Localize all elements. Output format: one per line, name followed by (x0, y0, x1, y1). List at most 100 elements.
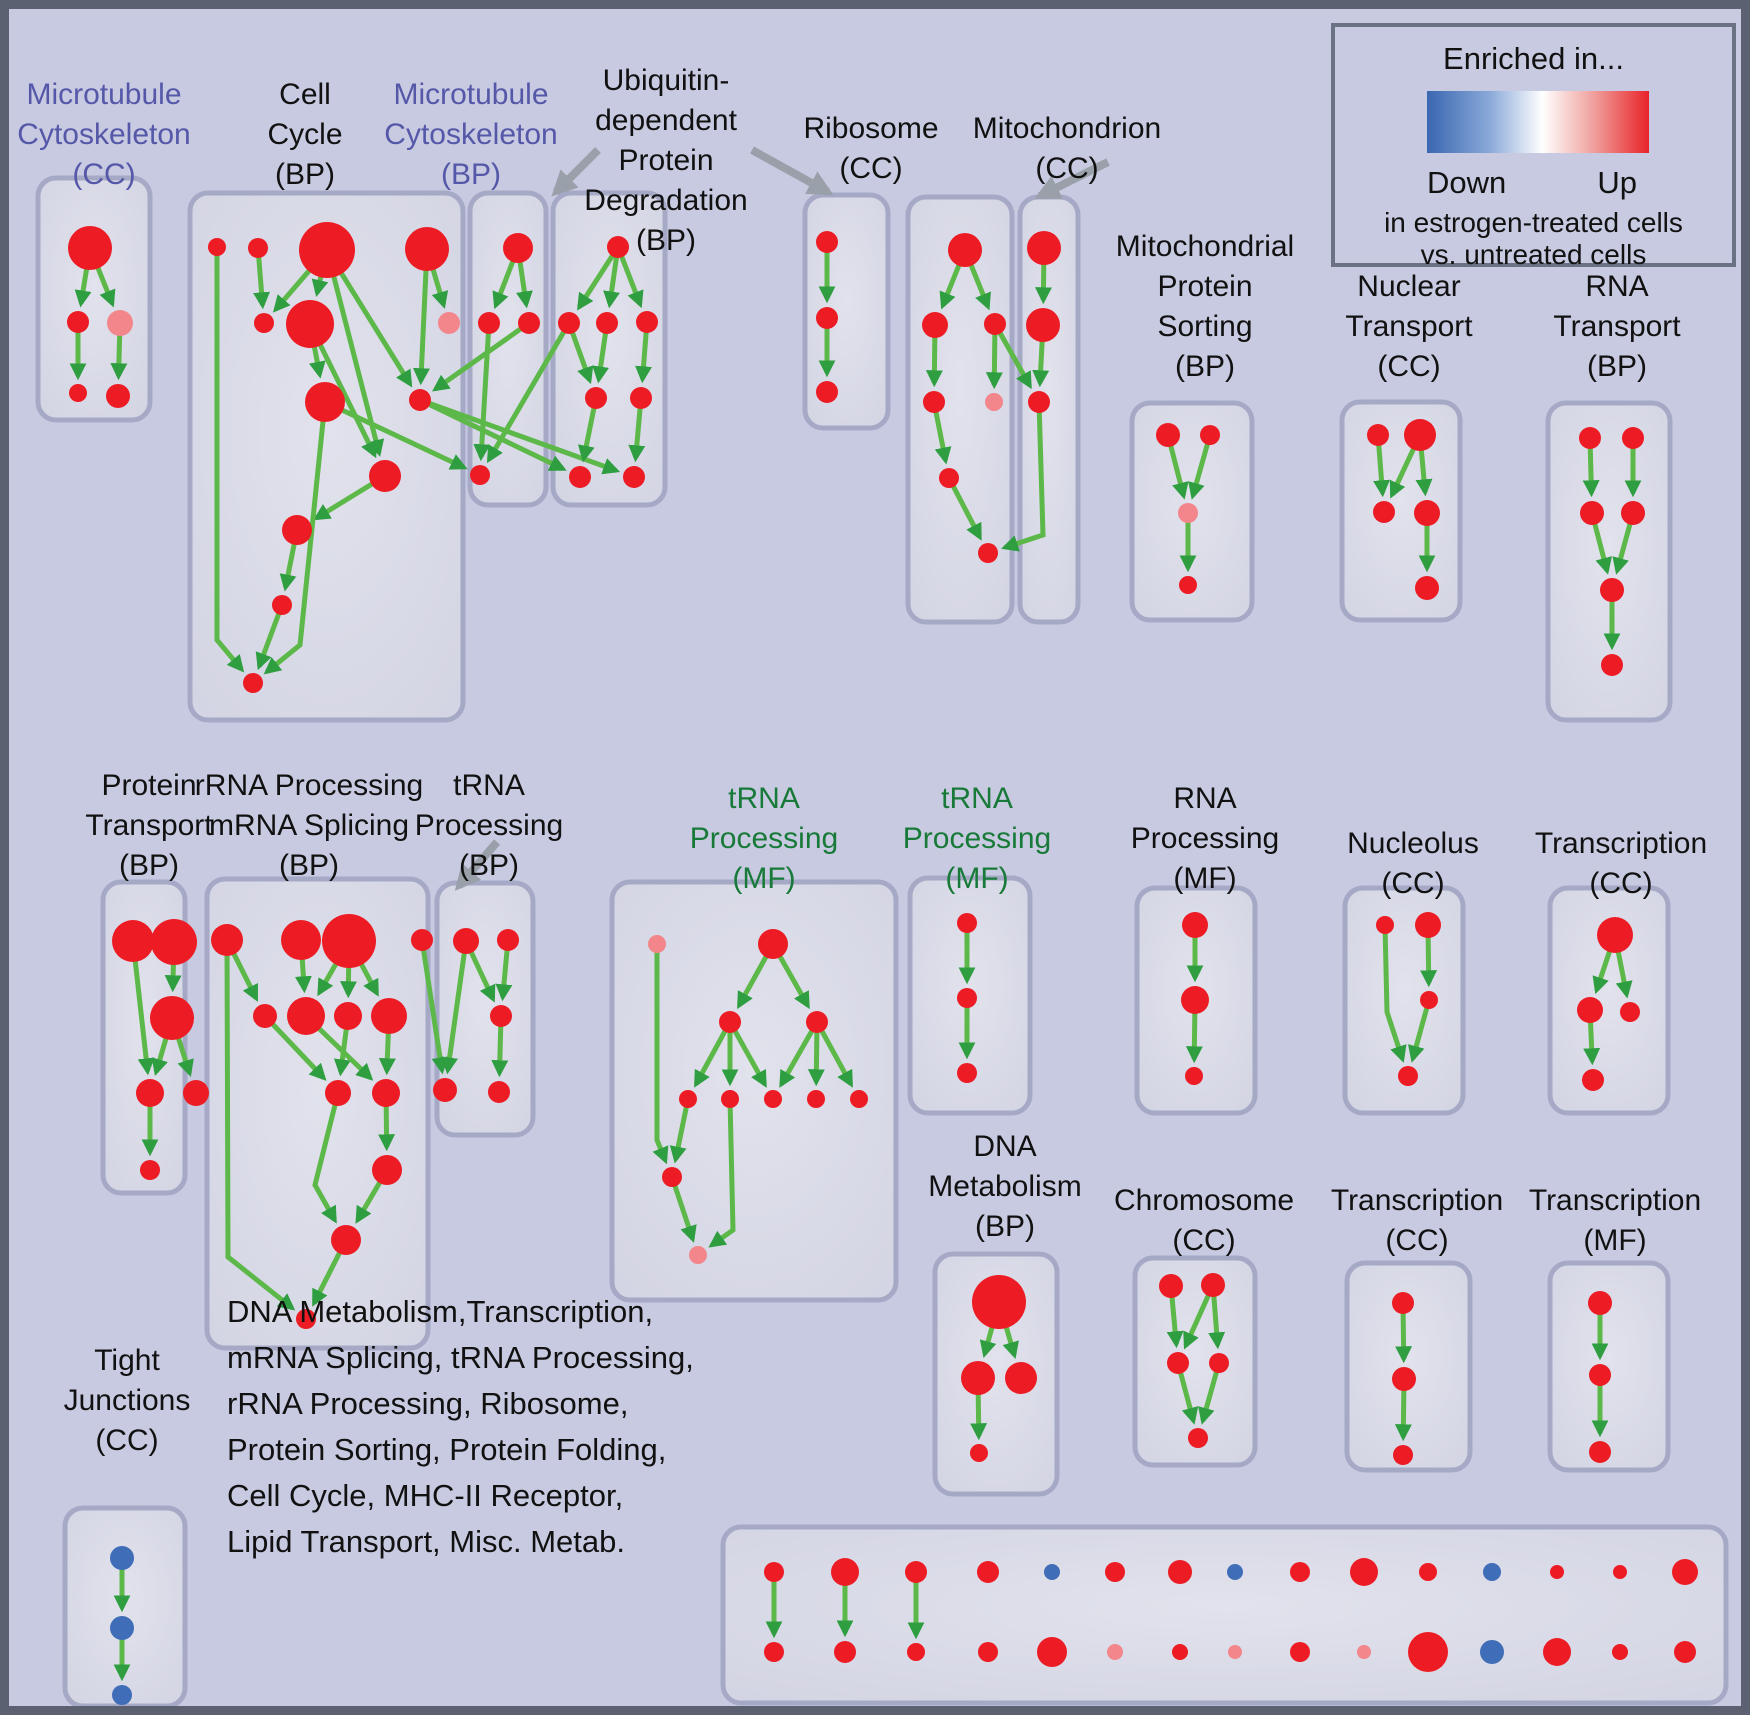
gene-node-tm_l[interactable] (719, 1011, 741, 1033)
gene-node-ua_g1[interactable] (569, 466, 591, 488)
gene-node-nt_d[interactable] (1414, 500, 1440, 526)
gene-node-tb_d[interactable] (488, 1081, 510, 1103)
gene-node-ch_e[interactable] (1188, 1428, 1208, 1448)
gene-node-tb_c[interactable] (433, 1078, 457, 1102)
gene-node-tc2_b[interactable] (1577, 997, 1603, 1023)
gene-node-tb_b[interactable] (497, 929, 519, 951)
gene-node-bb11b[interactable] (1408, 1632, 1448, 1672)
gene-node-nu_a[interactable] (1376, 916, 1394, 934)
gene-node-tc2_a[interactable] (1597, 917, 1633, 953)
gene-node-tm_big[interactable] (758, 929, 788, 959)
gene-node-pt_d[interactable] (136, 1079, 164, 1107)
gene-node-bb8t[interactable] (1227, 1564, 1243, 1580)
gene-node-tm_p2[interactable] (689, 1246, 707, 1264)
gene-node-rib_b2[interactable] (978, 543, 998, 563)
gene-node-tm_s3[interactable] (764, 1090, 782, 1108)
gene-node-tc3_c[interactable] (1393, 1445, 1413, 1465)
gene-node-rp_a[interactable] (1182, 912, 1208, 938)
gene-node-ua_g2[interactable] (623, 466, 645, 488)
gene-node-dm_c[interactable] (1005, 1362, 1037, 1394)
gene-node-rp_b[interactable] (1181, 986, 1209, 1014)
gene-node-bb5t[interactable] (1044, 1564, 1060, 1580)
gene-node-rib_r[interactable] (984, 313, 1006, 335)
gene-node-mtcc_c[interactable] (107, 310, 133, 336)
gene-node-bb1t[interactable] (764, 1562, 784, 1582)
gene-node-ts_a[interactable] (957, 913, 977, 933)
gene-node-cc_n1[interactable] (208, 238, 226, 256)
gene-node-rt_c[interactable] (1580, 501, 1604, 525)
gene-node-ua_t[interactable] (607, 236, 629, 258)
gene-node-rib_ll[interactable] (923, 391, 945, 413)
gene-node-tc2_d[interactable] (1582, 1069, 1604, 1091)
gene-node-mtcc_b[interactable] (67, 311, 89, 333)
gene-node-rr_m1[interactable] (253, 1004, 277, 1028)
gene-node-ms_b[interactable] (1200, 425, 1220, 445)
gene-node-rr_t4[interactable] (411, 929, 433, 951)
gene-node-bb3t[interactable] (905, 1561, 927, 1583)
gene-node-bb7t[interactable] (1168, 1560, 1192, 1584)
gene-node-rr_h[interactable] (296, 1309, 316, 1329)
gene-node-ch_d[interactable] (1209, 1353, 1229, 1373)
gene-node-ch_c[interactable] (1167, 1352, 1189, 1374)
gene-node-ms_a[interactable] (1156, 423, 1180, 447)
gene-node-nu_d[interactable] (1398, 1066, 1418, 1086)
gene-node-ua_k1[interactable] (585, 387, 607, 409)
gene-node-cc_n9[interactable] (409, 389, 431, 411)
gene-node-bb3b[interactable] (907, 1643, 925, 1661)
gene-node-ch_a[interactable] (1159, 1274, 1183, 1298)
gene-node-pt_b[interactable] (151, 919, 197, 965)
gene-node-cc_n7[interactable] (438, 312, 460, 334)
gene-node-tm_s2[interactable] (721, 1090, 739, 1108)
gene-node-mtbp_c[interactable] (518, 312, 540, 334)
gene-node-nu_b[interactable] (1415, 912, 1441, 938)
gene-node-bb12t[interactable] (1483, 1563, 1501, 1581)
gene-node-ts_b[interactable] (957, 988, 977, 1008)
gene-node-rib_b1[interactable] (939, 468, 959, 488)
gene-node-rr_g[interactable] (331, 1225, 361, 1255)
gene-node-tc3_b[interactable] (1392, 1367, 1416, 1391)
gene-node-rib_p[interactable] (985, 393, 1003, 411)
gene-node-rr_m2[interactable] (287, 997, 325, 1035)
gene-node-bb15t[interactable] (1672, 1559, 1698, 1585)
gene-node-ms_d[interactable] (1179, 576, 1197, 594)
gene-node-bb1b[interactable] (764, 1642, 784, 1662)
gene-node-cc_n5[interactable] (254, 313, 274, 333)
gene-node-ua_k2[interactable] (630, 387, 652, 409)
gene-node-pt_e2[interactable] (183, 1080, 209, 1106)
gene-node-tm_s1[interactable] (679, 1090, 697, 1108)
gene-node-rr_t1[interactable] (211, 924, 243, 956)
gene-node-ua_m3[interactable] (636, 311, 658, 333)
gene-node-rr_t2[interactable] (281, 920, 321, 960)
gene-node-bb5b[interactable] (1037, 1637, 1067, 1667)
gene-node-rt_d[interactable] (1621, 501, 1645, 525)
gene-node-tm_s4[interactable] (807, 1090, 825, 1108)
gene-node-nt_e[interactable] (1415, 576, 1439, 600)
gene-node-bb14t[interactable] (1613, 1565, 1627, 1579)
gene-node-ub_c[interactable] (816, 381, 838, 403)
gene-node-dm_b[interactable] (961, 1361, 995, 1395)
gene-node-mtcc_d[interactable] (69, 384, 87, 402)
gene-node-rp_c[interactable] (1185, 1067, 1203, 1085)
gene-node-mtbp_a[interactable] (503, 233, 533, 263)
gene-node-bb2t[interactable] (831, 1558, 859, 1586)
gene-node-pt_c[interactable] (150, 996, 194, 1040)
gene-node-tj_c[interactable] (112, 1685, 132, 1705)
gene-node-ua_m1[interactable] (558, 312, 580, 334)
gene-node-cc_n13[interactable] (243, 673, 263, 693)
gene-node-rt_e[interactable] (1600, 578, 1624, 602)
gene-node-tc3_a[interactable] (1392, 1292, 1414, 1314)
gene-node-mtbp_b[interactable] (478, 312, 500, 334)
gene-node-bb11t[interactable] (1419, 1563, 1437, 1581)
gene-node-ch_b[interactable] (1201, 1273, 1225, 1297)
gene-node-tm_s5[interactable] (850, 1090, 868, 1108)
gene-node-bb10t[interactable] (1350, 1558, 1378, 1586)
gene-node-bb6b[interactable] (1107, 1644, 1123, 1660)
gene-node-ts_c[interactable] (957, 1063, 977, 1083)
gene-node-dm_a[interactable] (972, 1275, 1026, 1329)
gene-node-cc_n12[interactable] (272, 595, 292, 615)
gene-node-mtcc_e[interactable] (106, 384, 130, 408)
gene-node-rt_b[interactable] (1622, 427, 1644, 449)
gene-node-bb15b[interactable] (1674, 1641, 1696, 1663)
gene-node-tf_b[interactable] (1589, 1364, 1611, 1386)
gene-node-nt_b[interactable] (1404, 419, 1436, 451)
